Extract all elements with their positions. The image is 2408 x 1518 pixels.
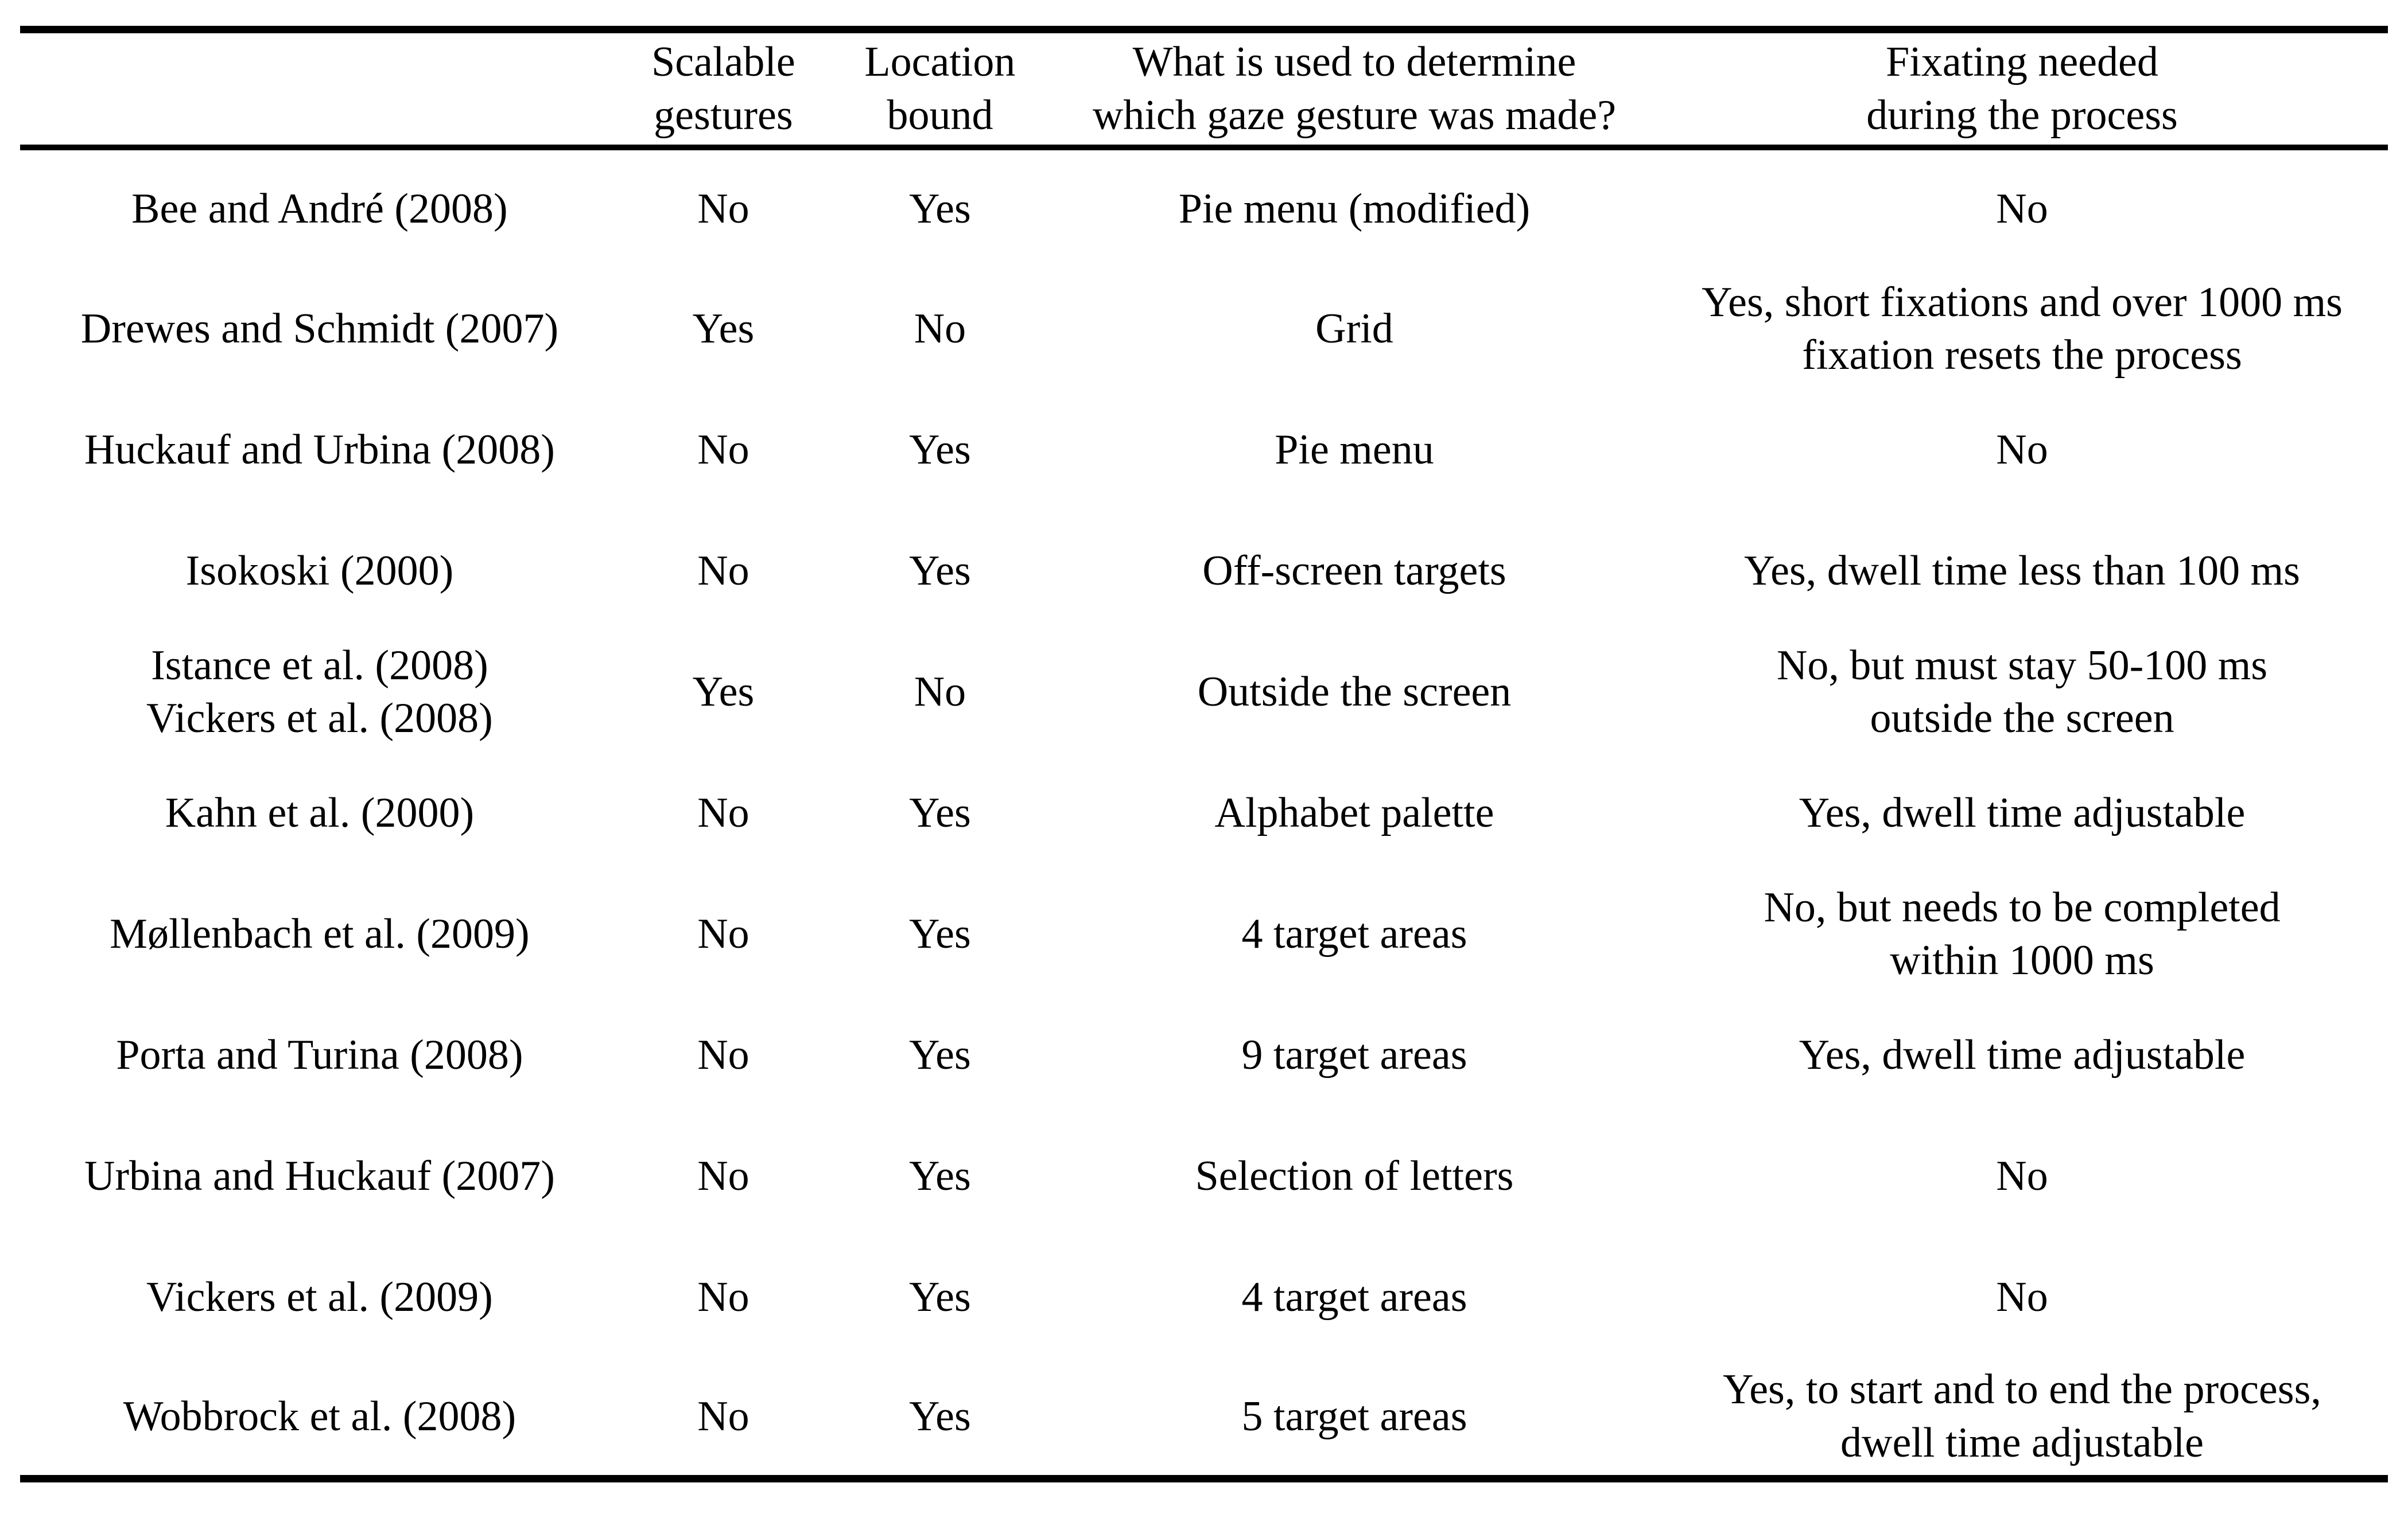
location-bound-cell: Yes xyxy=(909,1273,971,1321)
scalable-gestures-cell: No xyxy=(697,1392,749,1440)
gesture-determiner-cell: Grid xyxy=(1315,305,1393,352)
fixating-needed-cell: Yes, dwell time adjustable xyxy=(1799,789,2246,836)
table-header-row: Scalable gestures Location bound What is… xyxy=(20,30,2388,147)
study-cell: Isokoski (2000) xyxy=(185,547,454,594)
location-bound-cell: No xyxy=(914,305,966,352)
gesture-determiner-cell: Pie menu xyxy=(1275,426,1434,473)
scalable-gestures-cell: No xyxy=(697,1273,749,1321)
gesture-determiner-cell: 5 target areas xyxy=(1241,1392,1467,1440)
table-row: Isokoski (2000) No Yes Off-screen target… xyxy=(20,511,2388,632)
gesture-determiner-cell: 9 target areas xyxy=(1241,1031,1467,1079)
column-header-study xyxy=(20,30,619,147)
table-row: Urbina and Huckauf (2007) No Yes Selecti… xyxy=(20,1116,2388,1237)
fixating-needed-cell: Yes, dwell time adjustable xyxy=(1799,1031,2246,1079)
table-row: Istance et al. (2008) Vickers et al. (20… xyxy=(20,632,2388,753)
scalable-gestures-cell: No xyxy=(697,910,749,957)
study-cell: Huckauf and Urbina (2008) xyxy=(84,426,555,473)
study-cell: Porta and Turina (2008) xyxy=(116,1031,523,1079)
table-row: Møllenbach et al. (2009) No Yes 4 target… xyxy=(20,874,2388,995)
scalable-gestures-cell: No xyxy=(697,789,749,836)
study-cell: Kahn et al. (2000) xyxy=(165,789,475,836)
gesture-determiner-cell: Pie menu (modified) xyxy=(1178,185,1531,233)
fixating-needed-cell: Yes, dwell time less than 100 ms xyxy=(1744,547,2300,594)
gesture-determiner-cell: 4 target areas xyxy=(1241,910,1467,957)
location-bound-cell: Yes xyxy=(909,1031,971,1079)
comparison-table: Scalable gestures Location bound What is… xyxy=(20,26,2388,1482)
location-bound-cell: Yes xyxy=(909,547,971,594)
fixating-needed-cell: No, but must stay 50-100 ms outside the … xyxy=(1776,641,2268,742)
study-cell: Møllenbach et al. (2009) xyxy=(110,910,530,957)
table-row: Bee and André (2008) No Yes Pie menu (mo… xyxy=(20,147,2388,268)
gesture-determiner-cell: Off-screen targets xyxy=(1202,547,1506,594)
scalable-gestures-cell: No xyxy=(697,1152,749,1200)
location-bound-cell: Yes xyxy=(909,185,971,233)
table-row: Wobbrock et al. (2008) No Yes 5 target a… xyxy=(20,1358,2388,1479)
study-cell: Bee and André (2008) xyxy=(131,185,508,233)
column-header-fixating-needed: Fixating needed during the process xyxy=(1866,38,2178,139)
fixating-needed-cell: No, but needs to be completed within 100… xyxy=(1764,883,2281,984)
fixating-needed-cell: Yes, to start and to end the process, dw… xyxy=(1723,1366,2321,1466)
table-header-row-group: Scalable gestures Location bound What is… xyxy=(20,30,2388,147)
table-row: Kahn et al. (2000) No Yes Alphabet palet… xyxy=(20,753,2388,874)
scalable-gestures-cell: No xyxy=(697,547,749,594)
fixating-needed-cell: No xyxy=(1996,426,2048,473)
location-bound-cell: Yes xyxy=(909,1152,971,1200)
scalable-gestures-cell: Yes xyxy=(692,305,755,352)
column-header-gesture-determiner: What is used to determine which gaze ges… xyxy=(1092,38,1617,139)
column-header-location-bound: Location bound xyxy=(864,38,1016,139)
gesture-determiner-cell: Outside the screen xyxy=(1197,668,1512,715)
fixating-needed-cell: Yes, short fixations and over 1000 ms fi… xyxy=(1702,278,2343,379)
table-row: Porta and Turina (2008) No Yes 9 target … xyxy=(20,995,2388,1116)
scalable-gestures-cell: No xyxy=(697,1031,749,1079)
gesture-determiner-cell: 4 target areas xyxy=(1241,1273,1467,1321)
gesture-determiner-cell: Alphabet palette xyxy=(1214,789,1494,836)
location-bound-cell: Yes xyxy=(909,910,971,957)
gaze-gesture-comparison-table-block: Scalable gestures Location bound What is… xyxy=(20,26,2388,1482)
fixating-needed-cell: No xyxy=(1996,1273,2048,1321)
location-bound-cell: Yes xyxy=(909,426,971,473)
column-header-scalable-gestures: Scalable gestures xyxy=(651,38,795,139)
fixating-needed-cell: No xyxy=(1996,185,2048,233)
scalable-gestures-cell: No xyxy=(697,185,749,233)
study-cell: Wobbrock et al. (2008) xyxy=(123,1392,516,1440)
gesture-determiner-cell: Selection of letters xyxy=(1195,1152,1514,1200)
study-cell: Drewes and Schmidt (2007) xyxy=(80,305,559,352)
scalable-gestures-cell: Yes xyxy=(692,668,755,715)
study-cell: Vickers et al. (2009) xyxy=(146,1273,493,1321)
table-row: Vickers et al. (2009) No Yes 4 target ar… xyxy=(20,1237,2388,1358)
study-cell: Istance et al. (2008) Vickers et al. (20… xyxy=(146,641,493,742)
table-row: Drewes and Schmidt (2007) Yes No Grid Ye… xyxy=(20,268,2388,390)
fixating-needed-cell: No xyxy=(1996,1152,2048,1200)
table-body: Bee and André (2008) No Yes Pie menu (mo… xyxy=(20,147,2388,1479)
location-bound-cell: Yes xyxy=(909,1392,971,1440)
location-bound-cell: No xyxy=(914,668,966,715)
study-cell: Urbina and Huckauf (2007) xyxy=(84,1152,555,1200)
location-bound-cell: Yes xyxy=(909,789,971,836)
table-row: Huckauf and Urbina (2008) No Yes Pie men… xyxy=(20,390,2388,511)
scalable-gestures-cell: No xyxy=(697,426,749,473)
